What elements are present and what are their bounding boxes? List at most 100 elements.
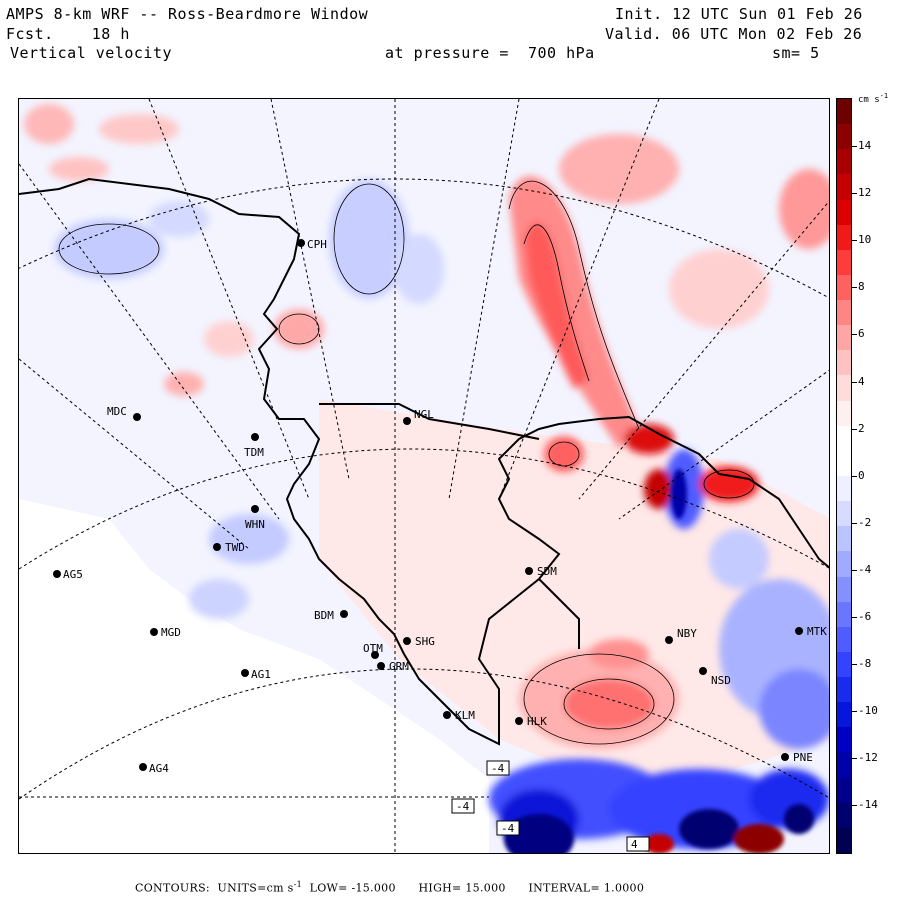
- colorbar-segment: [837, 124, 851, 150]
- pressure-level: at pressure = 700 hPa: [385, 44, 595, 62]
- colorbar-tick: [852, 664, 857, 666]
- units-exp: -1: [293, 880, 302, 889]
- station-shg[interactable]: SHG: [403, 635, 435, 648]
- station-sdm[interactable]: SDM: [525, 565, 557, 578]
- station-label: WHN: [245, 518, 265, 531]
- pressure-label: at pressure =: [385, 44, 509, 62]
- station-tdm[interactable]: TDM: [244, 433, 264, 459]
- station-grm[interactable]: GRM: [377, 660, 409, 673]
- station-mdc[interactable]: MDC: [107, 405, 141, 421]
- station-bdm[interactable]: BDM: [314, 609, 348, 622]
- station-ngl[interactable]: NGL: [403, 408, 434, 425]
- colorbar-tick: [852, 475, 857, 477]
- fcst-value: 18 h: [91, 25, 130, 43]
- high-label: HIGH=: [418, 881, 462, 895]
- station-label: BDM: [314, 609, 334, 622]
- colorbar-tick: [852, 428, 857, 430]
- station-whn[interactable]: WHN: [245, 505, 265, 531]
- map-title: AMPS 8-km WRF -- Ross-Beardmore Window: [6, 5, 369, 23]
- colorbar-tick-label: 2: [858, 421, 865, 435]
- low-value: -15.000: [351, 881, 396, 895]
- station-label: TDM: [244, 446, 264, 459]
- station-ag4[interactable]: AG4: [139, 762, 169, 775]
- colorbar-segment: [837, 702, 851, 728]
- colorbar-tick-label: 14: [858, 139, 872, 152]
- contour-label-boxes: -4 -4 -4 4: [451, 760, 650, 852]
- colorbar-segment: [837, 551, 851, 578]
- units-label: UNITS=cm s: [217, 881, 294, 895]
- station-label: TWD: [225, 541, 245, 554]
- vertical-velocity-field: -4 -4 -4 4 CPH NGL MDC TDM WHN TWD AG5 S…: [19, 99, 829, 853]
- field-cores: [504, 469, 814, 853]
- station-cph[interactable]: CPH: [297, 238, 327, 251]
- colorbar-tick-label: -2: [858, 515, 872, 529]
- station-label: NSD: [711, 674, 731, 687]
- colorbar-tick-label: 10: [858, 233, 872, 247]
- field-blobs: [24, 104, 829, 849]
- station-label: MTK: [807, 625, 827, 638]
- stations: CPH NGL MDC TDM WHN TWD AG5 SDM BDM MGD …: [53, 238, 827, 775]
- colorbar-segment: [837, 526, 851, 552]
- fcst-label: Fcst.: [6, 25, 54, 43]
- station-label: PNE: [793, 751, 813, 764]
- colorbar-tick: [852, 617, 857, 618]
- colorbar: [836, 98, 852, 854]
- missing-data-region: [19, 499, 489, 853]
- colorbar-units-label: cm s: [858, 95, 880, 105]
- colorbar-tick-label: -14: [858, 798, 878, 812]
- variable-name: Vertical velocity: [10, 44, 173, 62]
- colorbar-tick: [852, 522, 857, 524]
- station-ag1[interactable]: AG1: [241, 668, 271, 681]
- station-twd[interactable]: TWD: [213, 541, 245, 554]
- colorbar-segment: [837, 274, 851, 301]
- colorbar-tick: [852, 146, 857, 147]
- contour-label: -4: [501, 822, 515, 835]
- colorbar-tick-label: -6: [858, 610, 872, 623]
- colorbar-tick-label: 0: [858, 468, 865, 482]
- colorbar-tick: [852, 240, 857, 242]
- colorbar-tick: [852, 569, 857, 571]
- colorbar-tick: [852, 711, 857, 713]
- colorbar-tick-label: -4: [858, 562, 872, 576]
- station-klm[interactable]: KLM: [443, 709, 475, 722]
- colorbar-segment: [837, 450, 851, 477]
- station-label: KLM: [455, 709, 475, 722]
- station-label: AG1: [251, 668, 271, 681]
- station-pne[interactable]: PNE: [781, 751, 813, 764]
- colorbar-tick: [852, 758, 857, 760]
- station-label: OTM: [363, 642, 383, 655]
- station-nby[interactable]: NBY: [665, 627, 697, 644]
- colorbar-segment: [837, 350, 851, 376]
- colorbar-segment: [837, 99, 851, 125]
- interval-label: INTERVAL=: [528, 881, 601, 895]
- colorbar-segment: [837, 400, 851, 427]
- colorbar-tick: [852, 334, 857, 336]
- station-ag5[interactable]: AG5: [53, 568, 83, 581]
- valid-time: Valid. 06 UTC Mon 02 Feb 26: [605, 25, 863, 43]
- map-panel[interactable]: -4 -4 -4 4 CPH NGL MDC TDM WHN TWD AG5 S…: [18, 98, 830, 854]
- colorbar-units-exp: -1: [879, 92, 889, 100]
- contour-label: -4: [491, 762, 505, 775]
- colorbar-segment: [837, 727, 851, 753]
- colorbar-segment: [837, 375, 851, 402]
- station-nsd[interactable]: NSD: [699, 667, 731, 687]
- init-time: Init. 12 UTC Sun 01 Feb 26: [615, 5, 863, 23]
- colorbar-segment: [837, 777, 851, 804]
- station-label: GRM: [389, 660, 409, 673]
- station-label: NBY: [677, 627, 697, 640]
- colorbar-units: cm s-1: [858, 92, 888, 105]
- pressure-value: 700 hPa: [527, 44, 595, 62]
- colorbar-segment: [837, 249, 851, 276]
- station-mtk[interactable]: MTK: [795, 625, 827, 638]
- colorbar-tick-label: 6: [858, 327, 865, 341]
- colorbar-tick-label: -10: [858, 704, 878, 718]
- station-label: MDC: [107, 405, 127, 418]
- colorbar-tick: [852, 193, 857, 195]
- station-mgd[interactable]: MGD: [150, 626, 181, 639]
- colorbar-tick-label: 4: [858, 374, 865, 388]
- station-label: AG4: [149, 762, 169, 775]
- station-otm[interactable]: OTM: [363, 642, 383, 659]
- station-label: AG5: [63, 568, 83, 581]
- high-value: 15.000: [465, 881, 506, 895]
- station-hlk[interactable]: HLK: [515, 715, 547, 728]
